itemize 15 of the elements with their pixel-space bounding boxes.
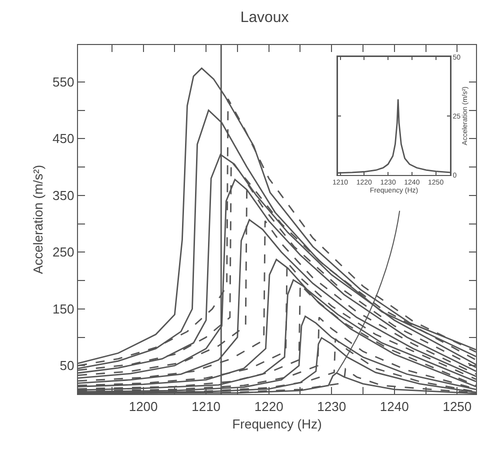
y-axis-title: Acceleration (m/s²): [30, 164, 46, 274]
y-tick-label: 550: [52, 74, 74, 90]
x-tick-label: 1230: [317, 398, 346, 414]
y-tick-label: 150: [52, 301, 74, 316]
y-tick-label: 350: [52, 188, 74, 203]
x-tick-label: 1210: [192, 398, 221, 414]
y-tick-label: 250: [52, 244, 74, 260]
y-tick-label: 50: [60, 358, 74, 374]
x-axis-title: Frequency (Hz): [232, 416, 322, 432]
x-tick-label: 1250: [442, 398, 472, 414]
y-tick-label: 450: [52, 131, 74, 146]
x-tick-label: 1220: [254, 398, 284, 414]
chart-title: Lavoux: [240, 8, 290, 26]
x-tick-label: 1200: [128, 398, 158, 414]
x-tick-label: 1240: [380, 398, 409, 414]
